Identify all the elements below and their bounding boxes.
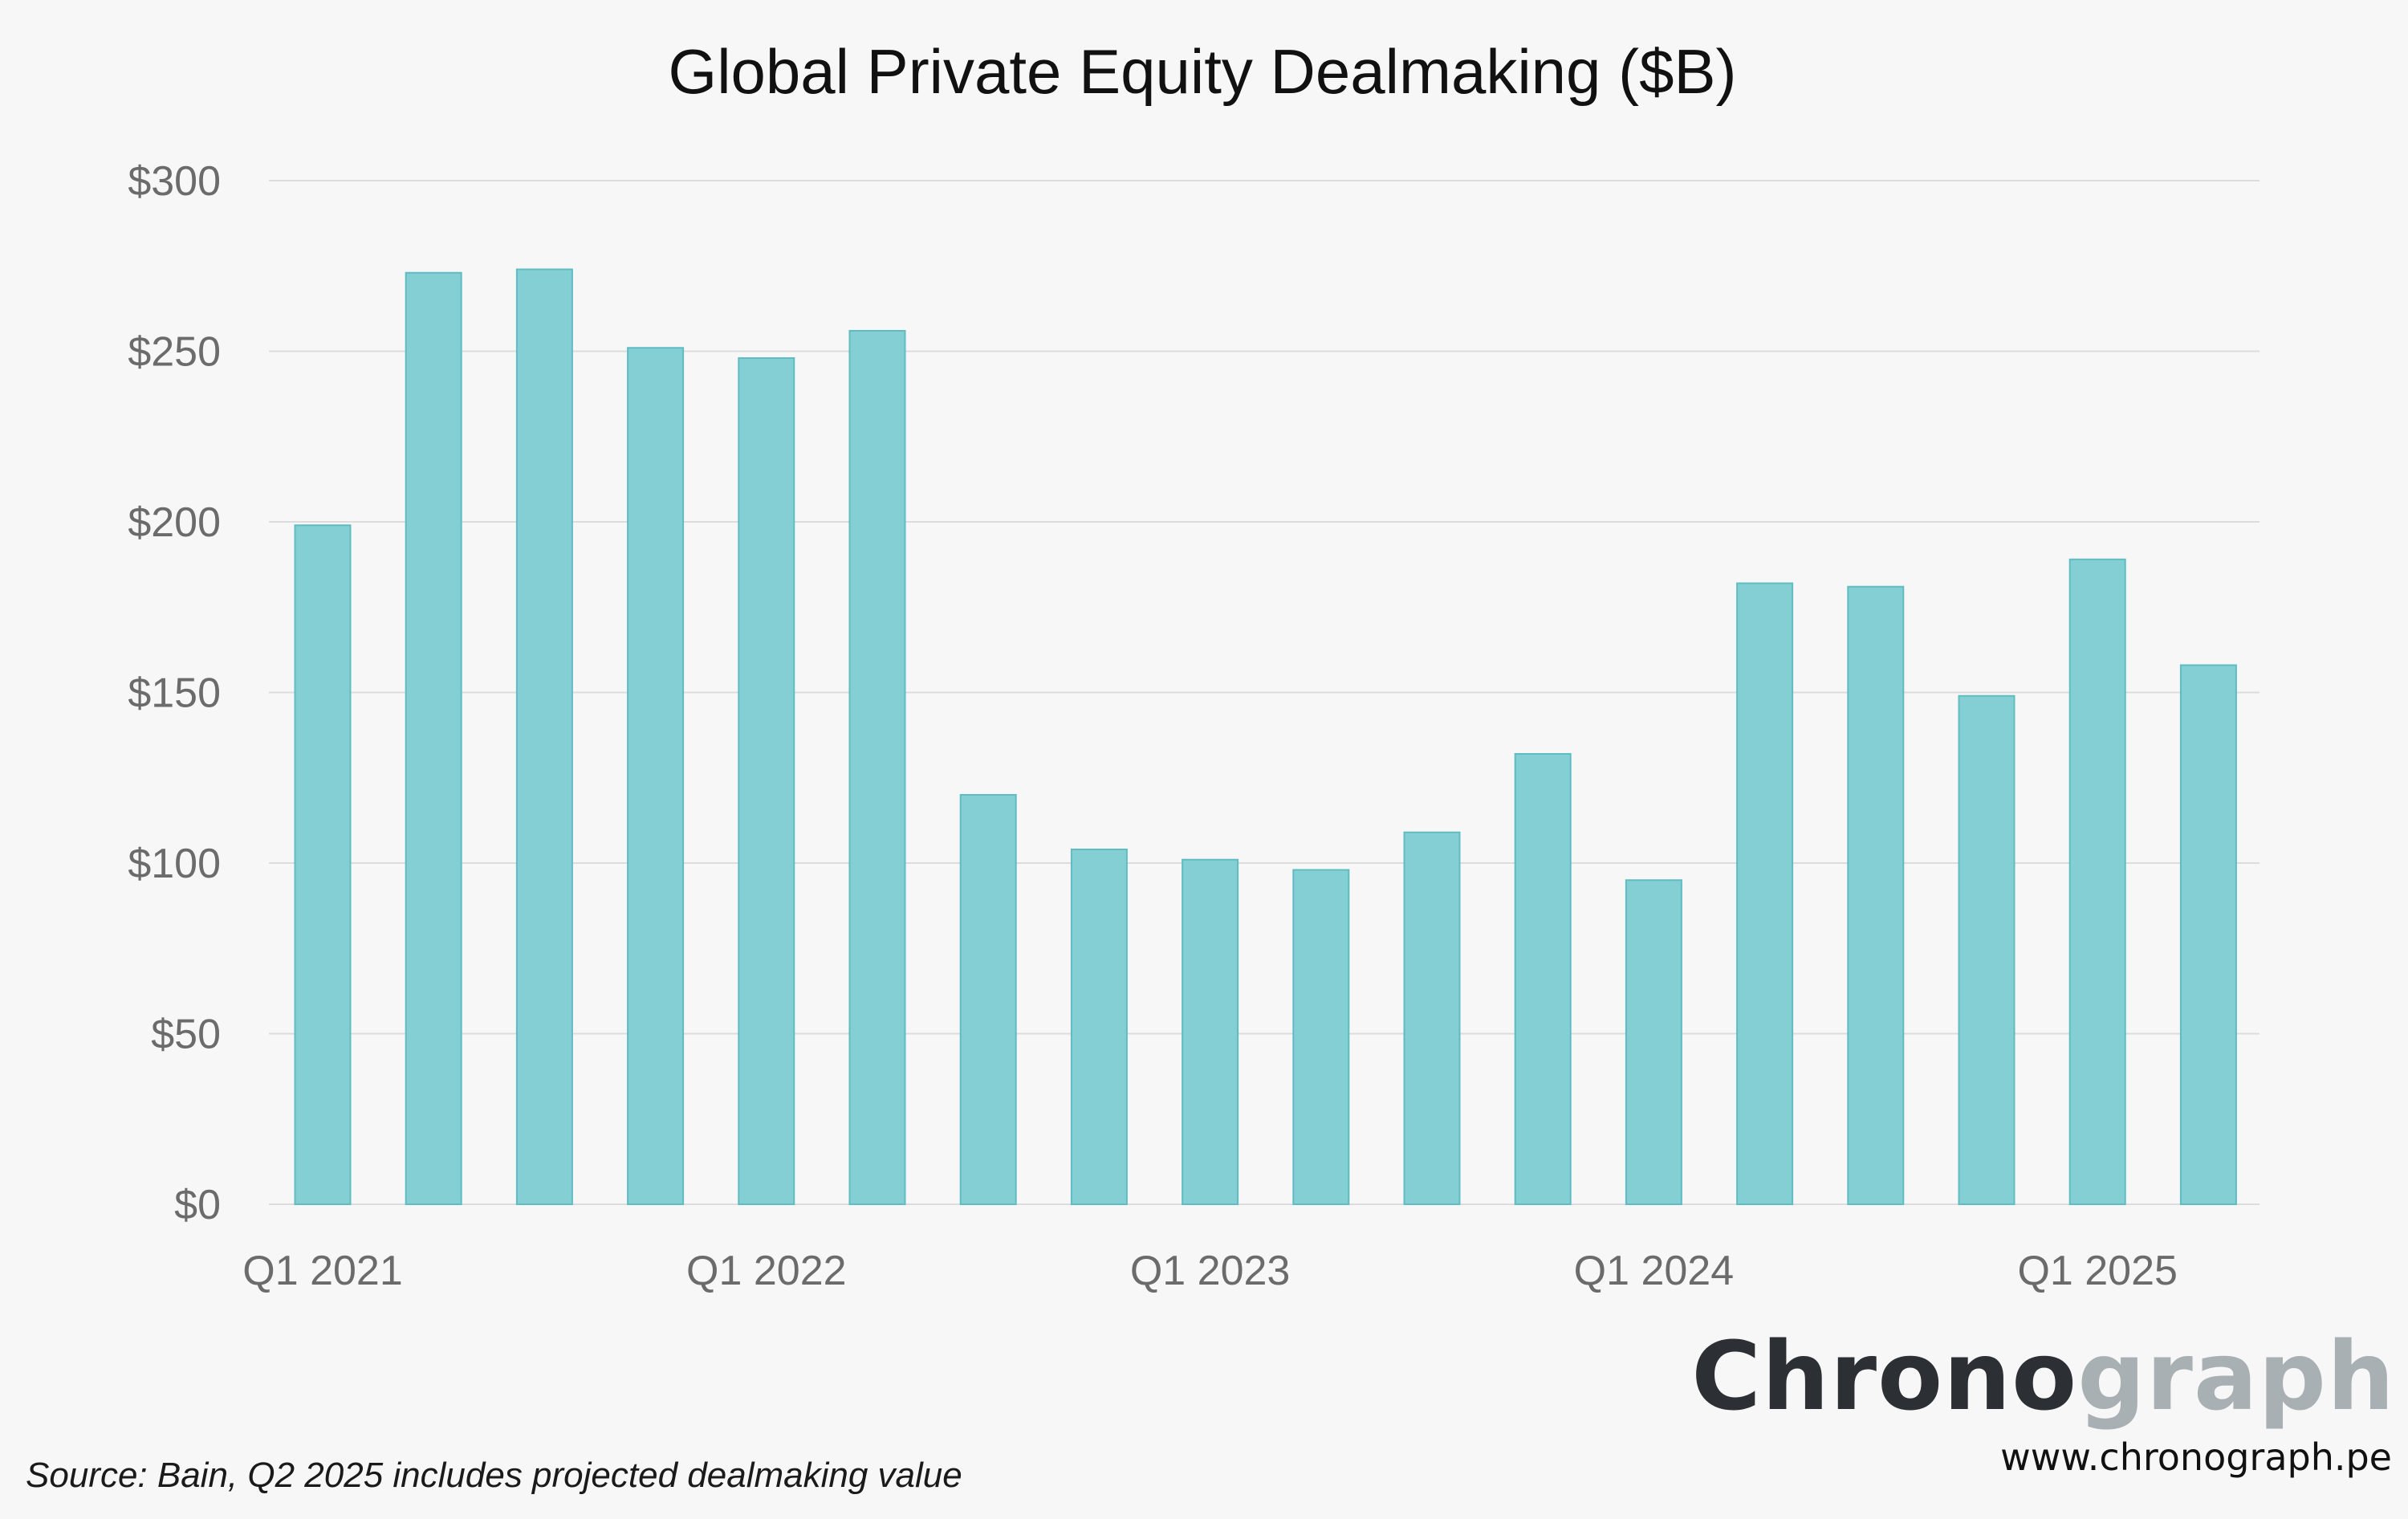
bars <box>294 268 2237 1205</box>
brand-logo-dark-part: Chrono <box>1691 1321 2078 1431</box>
source-note: Source: Bain, Q2 2025 includes projected… <box>26 1456 962 1495</box>
bar <box>515 268 573 1205</box>
y-tick-label: $300 <box>128 158 221 205</box>
brand-url: www.chronograph.pe <box>2000 1436 2392 1479</box>
chart-title: Global Private Equity Dealmaking ($B) <box>669 36 1737 107</box>
x-tick-label: Q1 2021 <box>242 1248 403 1294</box>
bar <box>1070 849 1128 1205</box>
x-axis-labels: Q1 2021 Q1 2022 Q1 2023 Q1 2024 Q1 2025 <box>242 1248 2178 1294</box>
bar <box>1625 879 1682 1205</box>
bar <box>1182 858 1239 1205</box>
x-tick-label: Q1 2025 <box>2017 1248 2178 1294</box>
bar <box>738 357 795 1205</box>
y-tick-label: $0 <box>174 1182 221 1228</box>
bar <box>2068 558 2126 1205</box>
bar <box>1403 831 1461 1205</box>
bar <box>294 524 352 1205</box>
y-tick-label: $50 <box>151 1012 221 1058</box>
bar <box>1292 869 1350 1205</box>
bar <box>1958 694 2015 1205</box>
bar <box>627 347 685 1205</box>
bar <box>2179 664 2237 1205</box>
y-tick-label: $150 <box>128 670 221 717</box>
y-tick-label: $100 <box>128 841 221 887</box>
x-tick-label: Q1 2023 <box>1130 1248 1291 1294</box>
x-tick-label: Q1 2024 <box>1574 1248 1735 1294</box>
bar <box>1736 582 1794 1205</box>
bar <box>959 794 1017 1205</box>
y-axis-labels: $0 $50 $100 $150 $200 $250 $300 <box>128 158 221 1228</box>
x-tick-label: Q1 2022 <box>686 1248 847 1294</box>
y-tick-label: $250 <box>128 329 221 376</box>
grid-lines <box>269 180 2260 1205</box>
brand-logo-light-part: graph <box>2077 1321 2395 1431</box>
y-tick-label: $200 <box>128 499 221 546</box>
bar <box>1847 585 1905 1205</box>
bar <box>1514 753 1572 1205</box>
brand-logo: Chronograph <box>1691 1329 2395 1423</box>
bar <box>848 330 906 1205</box>
bar <box>405 271 462 1205</box>
